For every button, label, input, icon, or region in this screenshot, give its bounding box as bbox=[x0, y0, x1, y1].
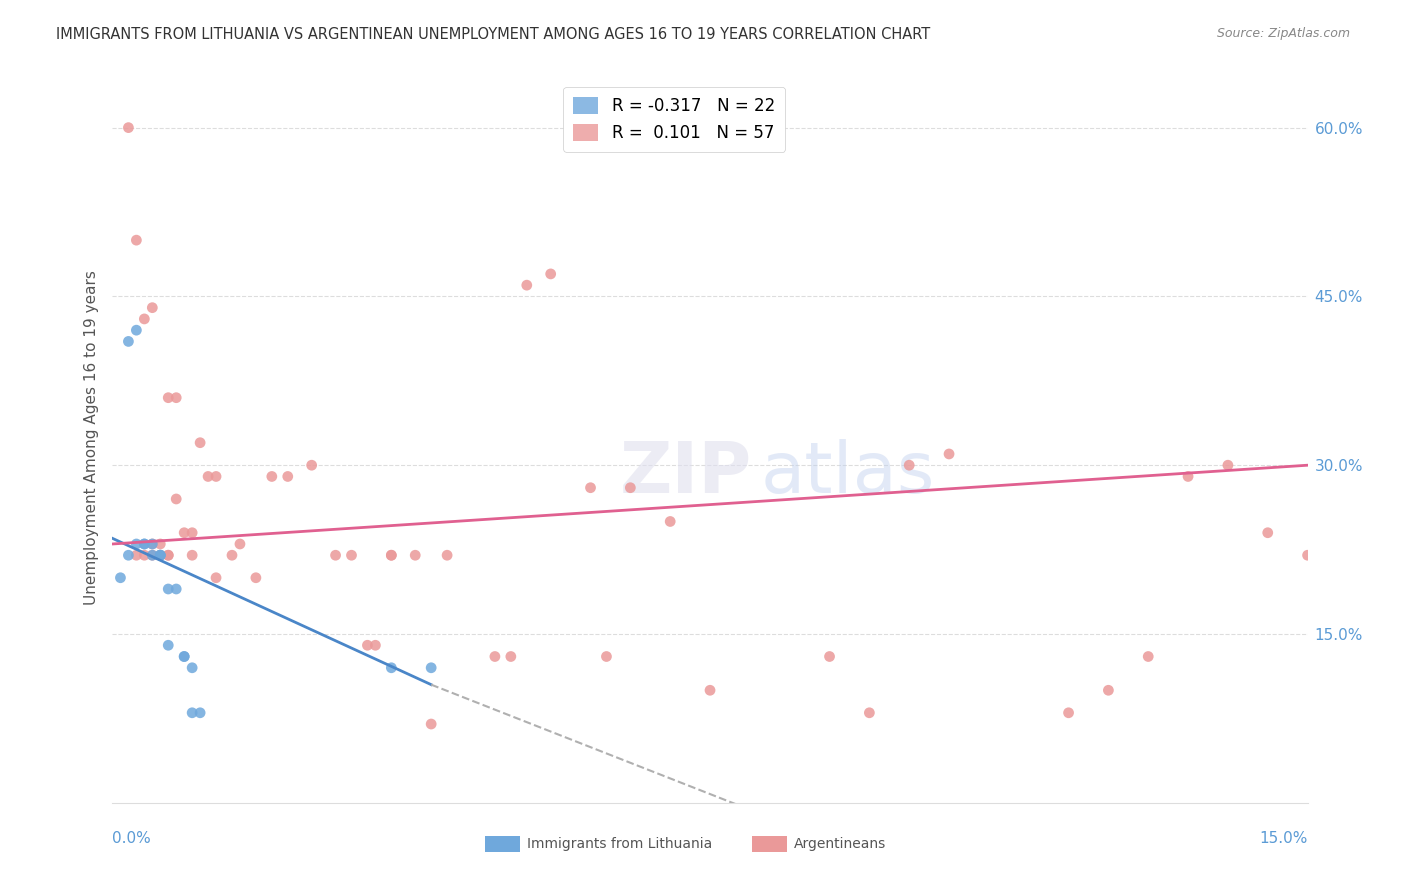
Point bbox=[173, 649, 195, 664]
Point bbox=[1296, 548, 1319, 562]
Point bbox=[125, 323, 148, 337]
Point bbox=[340, 548, 363, 562]
Point bbox=[157, 391, 180, 405]
Text: Source: ZipAtlas.com: Source: ZipAtlas.com bbox=[1216, 27, 1350, 40]
Point bbox=[125, 537, 148, 551]
Point bbox=[134, 548, 156, 562]
Point bbox=[325, 548, 347, 562]
Point bbox=[1097, 683, 1119, 698]
Point bbox=[149, 548, 172, 562]
Point bbox=[188, 435, 211, 450]
Point bbox=[165, 582, 187, 596]
Text: ZIP: ZIP bbox=[620, 439, 752, 508]
Legend: R = -0.317   N = 22, R =  0.101   N = 57: R = -0.317 N = 22, R = 0.101 N = 57 bbox=[564, 87, 785, 152]
Point bbox=[134, 537, 156, 551]
Point bbox=[229, 537, 252, 551]
Point bbox=[619, 481, 641, 495]
Point bbox=[260, 469, 283, 483]
Point bbox=[499, 649, 522, 664]
Point bbox=[134, 537, 156, 551]
Point bbox=[420, 661, 443, 675]
Point bbox=[277, 469, 299, 483]
Point bbox=[540, 267, 562, 281]
Point bbox=[404, 548, 426, 562]
Point bbox=[858, 706, 880, 720]
Point bbox=[380, 548, 402, 562]
Point bbox=[205, 469, 228, 483]
Point bbox=[149, 548, 172, 562]
Point bbox=[165, 491, 187, 506]
Point bbox=[301, 458, 323, 473]
Text: IMMIGRANTS FROM LITHUANIA VS ARGENTINEAN UNEMPLOYMENT AMONG AGES 16 TO 19 YEARS : IMMIGRANTS FROM LITHUANIA VS ARGENTINEAN… bbox=[56, 27, 931, 42]
Point bbox=[380, 548, 402, 562]
Text: 15.0%: 15.0% bbox=[1260, 831, 1308, 846]
Point bbox=[181, 548, 204, 562]
Point bbox=[938, 447, 960, 461]
Point bbox=[659, 515, 682, 529]
Y-axis label: Unemployment Among Ages 16 to 19 years: Unemployment Among Ages 16 to 19 years bbox=[83, 269, 98, 605]
Point bbox=[818, 649, 841, 664]
Point bbox=[141, 537, 163, 551]
Text: Immigrants from Lithuania: Immigrants from Lithuania bbox=[527, 837, 713, 851]
Point bbox=[516, 278, 538, 293]
Point bbox=[141, 537, 163, 551]
Point bbox=[149, 548, 172, 562]
Point bbox=[173, 525, 195, 540]
Point bbox=[125, 548, 148, 562]
Point bbox=[1057, 706, 1080, 720]
Point bbox=[898, 458, 921, 473]
Point bbox=[134, 312, 156, 326]
Point bbox=[1257, 525, 1279, 540]
Point bbox=[1216, 458, 1239, 473]
Point bbox=[579, 481, 602, 495]
Point bbox=[173, 649, 195, 664]
Point bbox=[165, 391, 187, 405]
Point bbox=[188, 706, 211, 720]
Point bbox=[149, 548, 172, 562]
Point bbox=[157, 638, 180, 652]
Point bbox=[245, 571, 267, 585]
Point bbox=[117, 120, 139, 135]
Point bbox=[125, 233, 148, 247]
Point bbox=[484, 649, 506, 664]
Point bbox=[141, 548, 163, 562]
Point bbox=[1137, 649, 1160, 664]
Text: 0.0%: 0.0% bbox=[112, 831, 152, 846]
Point bbox=[149, 537, 172, 551]
Point bbox=[221, 548, 243, 562]
Point bbox=[110, 571, 132, 585]
Point bbox=[157, 548, 180, 562]
Point bbox=[436, 548, 458, 562]
Point bbox=[595, 649, 617, 664]
Point bbox=[117, 548, 139, 562]
Point bbox=[141, 548, 163, 562]
Point bbox=[420, 717, 443, 731]
Point bbox=[141, 301, 163, 315]
Point bbox=[205, 571, 228, 585]
Point bbox=[1177, 469, 1199, 483]
Point bbox=[117, 334, 139, 349]
Text: atlas: atlas bbox=[761, 439, 935, 508]
Point bbox=[157, 548, 180, 562]
Point bbox=[181, 525, 204, 540]
Text: Argentineans: Argentineans bbox=[794, 837, 887, 851]
Point bbox=[157, 582, 180, 596]
Point bbox=[181, 661, 204, 675]
Point bbox=[699, 683, 721, 698]
Point bbox=[356, 638, 378, 652]
Point bbox=[181, 706, 204, 720]
Point bbox=[197, 469, 219, 483]
Point bbox=[364, 638, 387, 652]
Point bbox=[380, 661, 402, 675]
